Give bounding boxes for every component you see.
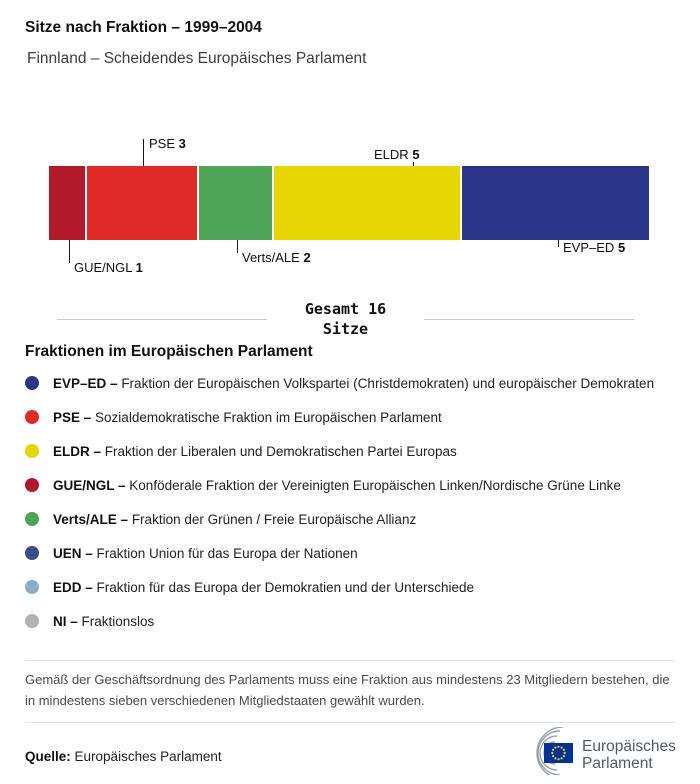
total-seats: Gesamt 16 Sitze — [57, 299, 634, 340]
legend-desc-gue-ngl: Konföderale Fraktion der Vereinigten Eur… — [129, 477, 621, 493]
bar-segment-evp-ed — [461, 166, 649, 240]
legend-label-ni: NI – Fraktionslos — [53, 614, 154, 629]
page-title: Sitze nach Fraktion – 1999–2004 — [25, 19, 262, 36]
bar-label-eldr-name: ELDR — [374, 147, 409, 162]
legend-abbr-eldr: ELDR – — [53, 443, 102, 459]
legend-abbr-evp-ed: EVP–ED – — [53, 375, 118, 391]
eu-flag-stars-icon — [551, 745, 566, 761]
bar-label-eldr: ELDR 5 — [374, 147, 420, 162]
legend-dot-eldr — [25, 444, 39, 458]
leader-line-gue-ngl — [69, 240, 70, 263]
bar-label-verts-ale-name: Verts/ALE — [242, 250, 300, 265]
bar-label-pse-value: 3 — [178, 136, 186, 151]
leader-line-pse — [143, 139, 144, 166]
legend-label-verts-ale: Verts/ALE – Fraktion der Grünen / Freie … — [53, 512, 416, 527]
bar-label-gue-ngl-name: GUE/NGL — [74, 260, 133, 275]
stacked-seat-bar — [49, 166, 649, 240]
legend-desc-evp-ed: Fraktion der Europäischen Volkspartei (C… — [121, 375, 655, 391]
legend-abbr-ni: NI – — [53, 613, 78, 629]
legend-abbr-uen: UEN – — [53, 545, 93, 561]
legend-dot-uen — [25, 546, 39, 560]
legend-abbr-pse: PSE – — [53, 409, 92, 425]
bar-label-pse-name: PSE — [149, 136, 176, 151]
bar-label-verts-ale-value: 2 — [303, 250, 311, 265]
bar-label-verts-ale: Verts/ALE 2 — [242, 250, 311, 265]
legend-abbr-edd: EDD – — [53, 579, 93, 595]
footnote: Gemäß der Geschäftsordnung des Parlament… — [25, 672, 670, 708]
leader-line-eldr — [413, 162, 414, 166]
total-line-1: Gesamt 16 — [304, 300, 387, 318]
legend-desc-pse: Sozialdemokratische Fraktion im Europäis… — [95, 409, 442, 425]
leader-line-evp-ed — [558, 240, 559, 247]
legend-item-ni: NI – Fraktionslos — [25, 604, 654, 638]
bar-segment-pse — [86, 166, 199, 240]
legend-list: EVP–ED – Fraktion der Europäischen Volks… — [25, 366, 654, 638]
legend-abbr-verts-ale: Verts/ALE – — [53, 511, 129, 527]
bar-label-evp-ed-name: EVP–ED — [563, 240, 615, 255]
legend-item-verts-ale: Verts/ALE – Fraktion der Grünen / Freie … — [25, 502, 654, 536]
total-line-2: Sitze — [322, 320, 369, 339]
legend-desc-eldr: Fraktion der Liberalen und Demokratische… — [104, 443, 457, 459]
bar-label-pse: PSE 3 — [149, 136, 186, 151]
legend-dot-edd — [25, 580, 39, 594]
legend-dot-verts-ale — [25, 512, 39, 526]
legend-item-eldr: ELDR – Fraktion der Liberalen und Demokr… — [25, 434, 654, 468]
legend-dot-gue-ngl — [25, 478, 39, 492]
bar-segment-gue-ngl — [49, 166, 87, 240]
legend-desc-uen: Fraktion Union für das Europa der Nation… — [96, 545, 358, 561]
leader-line-verts-ale — [237, 240, 238, 253]
bar-segment-eldr — [274, 166, 462, 240]
bar-label-evp-ed-value: 5 — [617, 240, 626, 255]
legend-label-eldr: ELDR – Fraktion der Liberalen und Demokr… — [53, 444, 457, 459]
legend-desc-ni: Fraktionslos — [81, 613, 155, 629]
source-line: Quelle: Europäisches Parlament — [25, 749, 222, 764]
logo-text-line-1: Europäisches — [582, 738, 676, 755]
legend-desc-edd: Fraktion für das Europa der Demokratien … — [96, 579, 474, 595]
legend-label-uen: UEN – Fraktion Union für das Europa der … — [53, 546, 358, 561]
legend-dot-evp-ed — [25, 376, 39, 390]
legend-desc-verts-ale: Fraktion der Grünen / Freie Europäische … — [131, 511, 417, 527]
legend-label-gue-ngl: GUE/NGL – Konföderale Fraktion der Verei… — [53, 478, 621, 493]
legend-abbr-gue-ngl: GUE/NGL – — [53, 477, 126, 493]
source-value: Europäisches Parlament — [74, 749, 222, 764]
legend-dot-ni — [25, 614, 39, 628]
european-parliament-logo: Europäisches Parlament — [536, 727, 676, 775]
total-rule-left — [57, 318, 267, 320]
legend-label-pse: PSE – Sozialdemokratische Fraktion im Eu… — [53, 410, 442, 425]
divider-top — [25, 660, 675, 661]
divider-bottom — [25, 722, 675, 723]
bar-label-gue-ngl: GUE/NGL 1 — [74, 260, 143, 275]
legend-item-edd: EDD – Fraktion für das Europa der Demokr… — [25, 570, 654, 604]
legend-item-pse: PSE – Sozialdemokratische Fraktion im Eu… — [25, 400, 654, 434]
legend-item-uen: UEN – Fraktion Union für das Europa der … — [25, 536, 654, 570]
legend-heading: Fraktionen im Europäischen Parlament — [25, 343, 313, 360]
bar-label-evp-ed: EVP–ED 5 — [563, 240, 625, 255]
total-seats-text: Gesamt 16 Sitze — [267, 299, 424, 340]
bar-label-gue-ngl-value: 1 — [135, 260, 143, 275]
total-rule-right — [424, 318, 634, 320]
eu-flag-icon — [544, 743, 573, 763]
page-subtitle: Finnland – Scheidendes Europäisches Parl… — [27, 50, 367, 67]
logo-text-line-2: Parlament — [582, 755, 653, 772]
source-label: Quelle: — [25, 749, 71, 764]
legend-label-evp-ed: EVP–ED – Fraktion der Europäischen Volks… — [53, 376, 654, 391]
legend-dot-pse — [25, 410, 39, 424]
bar-label-eldr-value: 5 — [412, 147, 420, 162]
legend-label-edd: EDD – Fraktion für das Europa der Demokr… — [53, 580, 474, 595]
bar-segment-verts-ale — [199, 166, 274, 240]
legend-item-evp-ed: EVP–ED – Fraktion der Europäischen Volks… — [25, 366, 654, 400]
legend-item-gue-ngl: GUE/NGL – Konföderale Fraktion der Verei… — [25, 468, 654, 502]
